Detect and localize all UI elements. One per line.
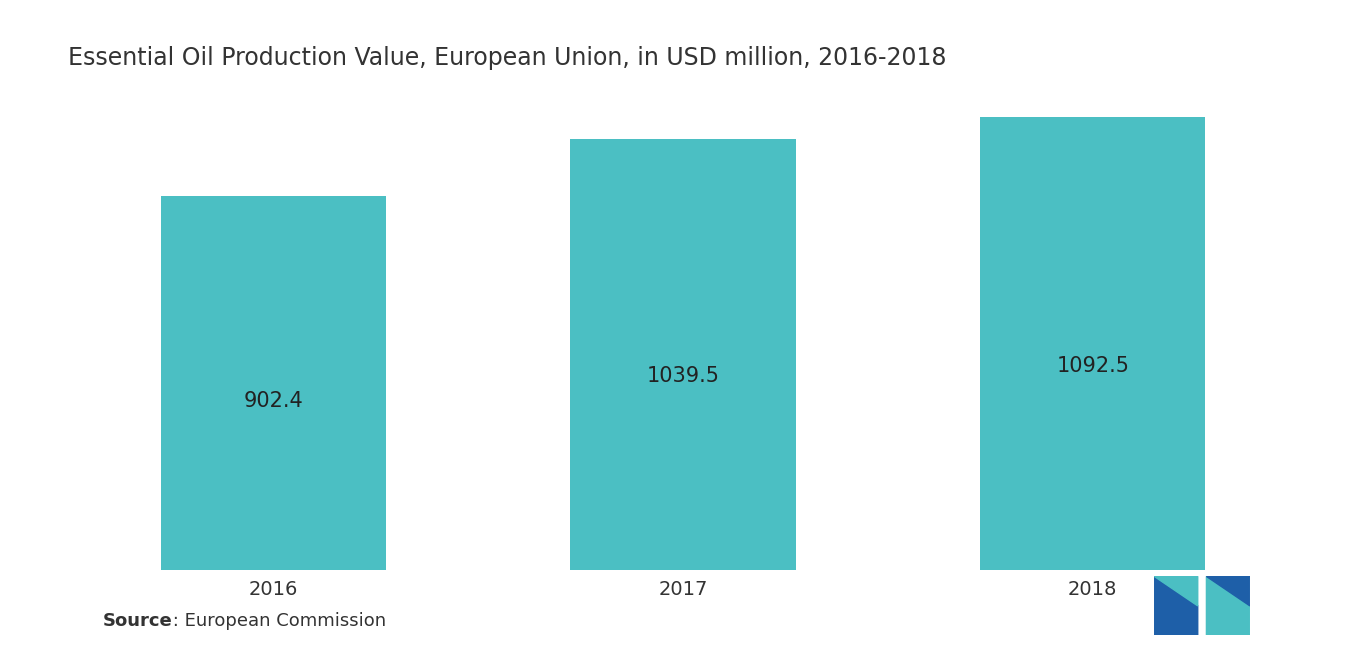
Text: : European Commission: : European Commission bbox=[167, 612, 385, 629]
Text: 902.4: 902.4 bbox=[243, 392, 303, 411]
Text: 1092.5: 1092.5 bbox=[1056, 356, 1130, 376]
Bar bbox=[571, 139, 795, 570]
Bar bbox=[981, 117, 1206, 570]
Text: Essential Oil Production Value, European Union, in USD million, 2016-2018: Essential Oil Production Value, European… bbox=[68, 46, 947, 70]
Polygon shape bbox=[1154, 576, 1198, 635]
Text: 1039.5: 1039.5 bbox=[646, 365, 720, 386]
Bar bbox=[161, 195, 385, 570]
Text: Source: Source bbox=[102, 612, 172, 629]
Polygon shape bbox=[1206, 576, 1250, 606]
Polygon shape bbox=[1154, 576, 1198, 606]
Polygon shape bbox=[1206, 576, 1250, 635]
